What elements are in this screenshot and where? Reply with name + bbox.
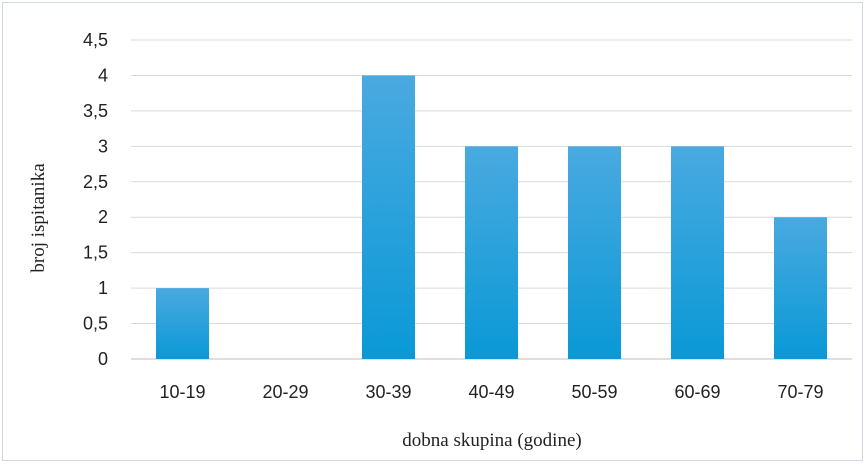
x-tick-label: 40-49 [468, 382, 514, 402]
bar-10-19 [156, 288, 209, 359]
y-tick-labels: 0 0,5 1 1,5 2 2,5 3 3,5 4 4,5 [83, 30, 108, 369]
bar-30-39 [362, 75, 415, 359]
x-axis-title: dobna skupina (godine) [402, 430, 581, 451]
y-tick-label: 0,5 [83, 314, 108, 334]
bar-50-59 [568, 146, 621, 359]
y-tick-label: 4,5 [83, 30, 108, 50]
y-tick-label: 0 [98, 349, 108, 369]
x-tick-label: 70-79 [777, 382, 823, 402]
y-tick-label: 4 [98, 65, 108, 85]
y-tick-label: 3,5 [83, 101, 108, 121]
y-axis-title: broj ispitanika [28, 163, 49, 273]
bar-70-79 [774, 217, 827, 359]
y-tick-label: 2 [98, 207, 108, 227]
bar-40-49 [465, 146, 518, 359]
y-tick-label: 3 [98, 136, 108, 156]
y-tick-label: 1,5 [83, 243, 108, 263]
y-tick-label: 1 [98, 278, 108, 298]
x-tick-labels: 10-19 20-29 30-39 40-49 50-59 60-69 70-79 [159, 382, 823, 402]
x-tick-label: 50-59 [571, 382, 617, 402]
x-tick-label: 30-39 [365, 382, 411, 402]
x-tick-label: 20-29 [262, 382, 308, 402]
y-tick-label: 2,5 [83, 172, 108, 192]
x-tick-label: 10-19 [159, 382, 205, 402]
bar-60-69 [671, 146, 724, 359]
x-tick-label: 60-69 [674, 382, 720, 402]
